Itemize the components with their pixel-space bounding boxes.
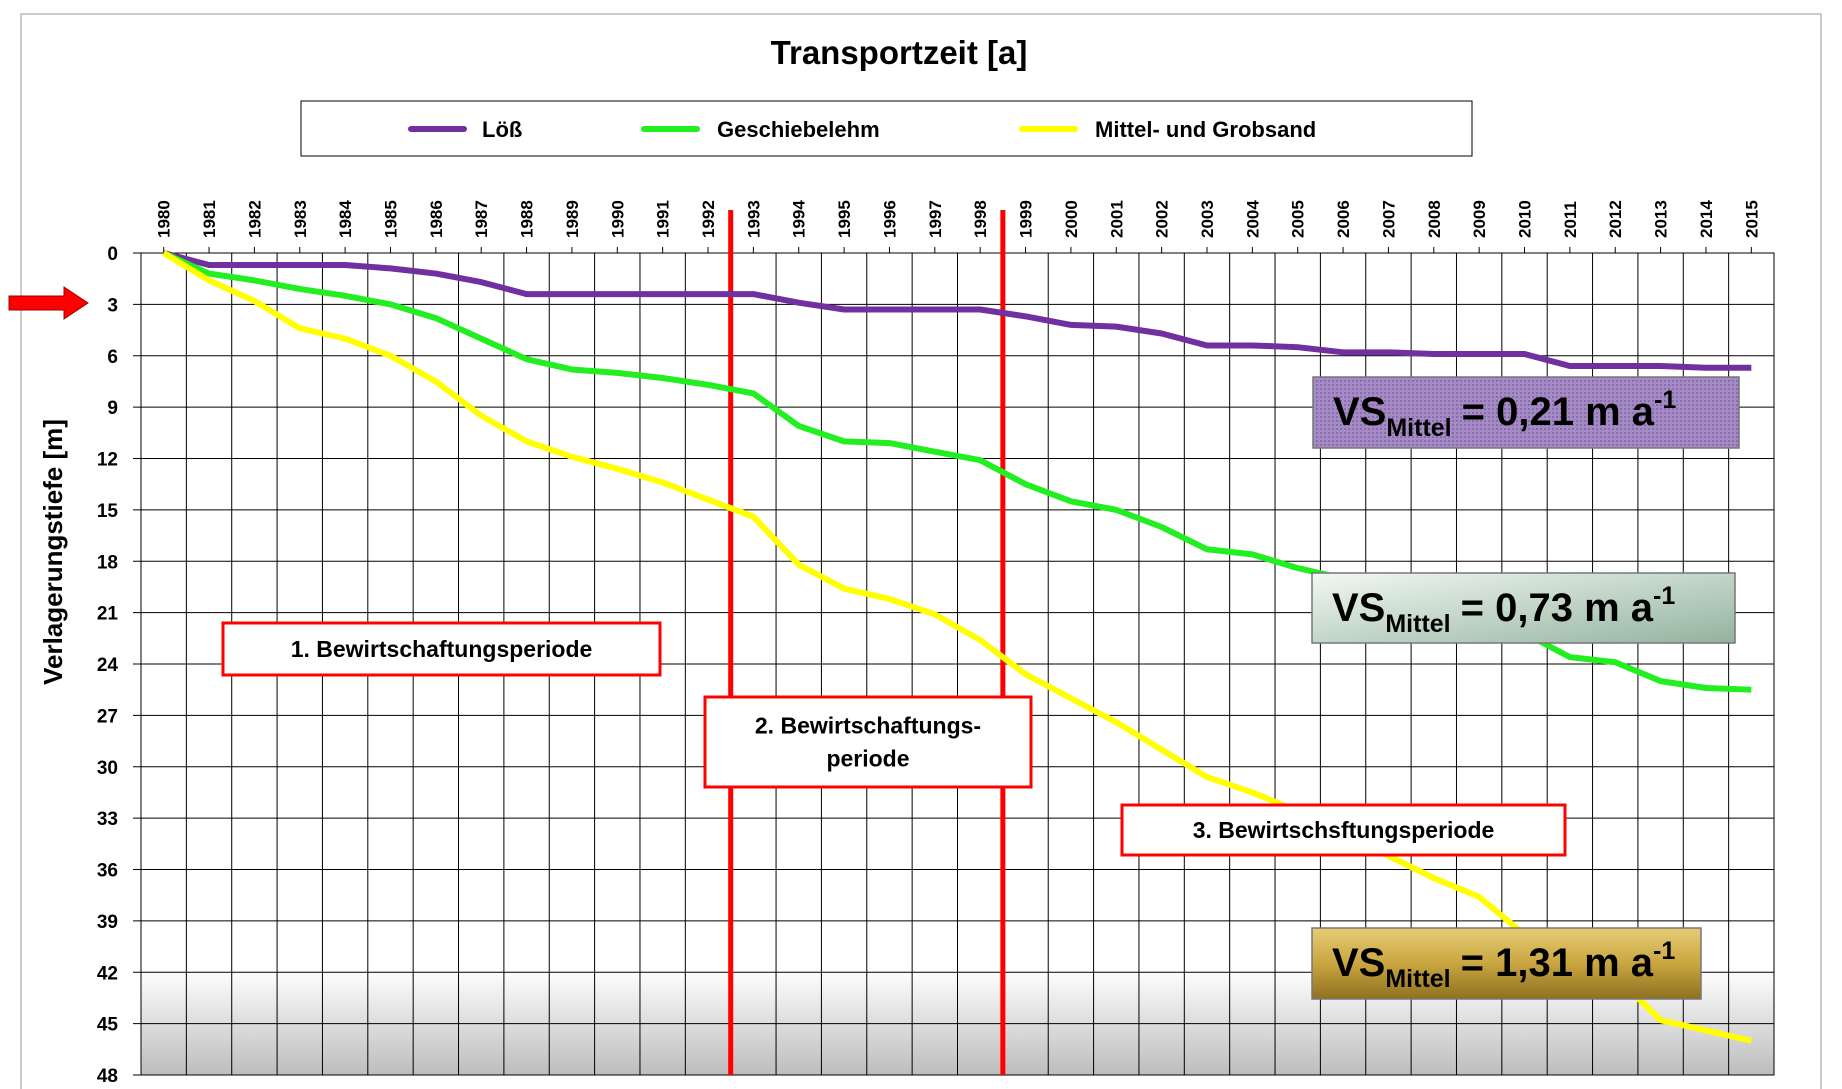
- x-tick-label: 2002: [1153, 200, 1172, 238]
- x-tick-label: 1996: [880, 200, 899, 238]
- y-axis-label: Verlagerungstiefe [m]: [38, 419, 68, 685]
- x-tick-label: 1995: [835, 200, 854, 238]
- x-tick-label: 1984: [336, 200, 355, 238]
- x-tick-label: 1994: [790, 200, 809, 238]
- rate-label: VSMittel = 0,21 m a-1: [1333, 386, 1676, 442]
- y-tick-label: 27: [97, 706, 118, 727]
- x-tick-label: 2011: [1561, 201, 1580, 238]
- legend-box: [300, 100, 1473, 157]
- annotations: 1. Bewirtschaftungsperiode 2. Bewirtschaf…: [221, 376, 1740, 1000]
- period-label: periode: [826, 746, 909, 772]
- period-box: [703, 695, 1033, 789]
- rate-main: VS: [1333, 390, 1386, 434]
- rate-box: [1311, 572, 1736, 644]
- y-tick-label: 12: [97, 450, 118, 471]
- rate-sup: -1: [1653, 582, 1675, 610]
- y-tick-label: 48: [97, 1066, 118, 1087]
- x-tick-label: 2009: [1470, 200, 1489, 238]
- period-box: [1120, 803, 1567, 857]
- x-tick-label: 2005: [1289, 200, 1308, 238]
- y-tick-label: 45: [97, 1015, 119, 1036]
- x-tick-label: 2003: [1198, 200, 1217, 238]
- x-tick-label: 1981: [200, 200, 219, 238]
- rate-sup: -1: [1653, 937, 1675, 965]
- x-tick-label: 1990: [608, 200, 627, 238]
- y-tick-label: 0: [107, 244, 118, 265]
- period-label: 3. Bewirtschsftungsperiode: [1193, 817, 1495, 843]
- rate-main: VS: [1332, 941, 1385, 985]
- series-line: [162, 250, 1752, 1044]
- period-box: [221, 621, 662, 677]
- x-tick-label: 2010: [1516, 200, 1535, 238]
- y-tick-label: 18: [97, 552, 118, 573]
- rate-box: [1311, 927, 1702, 1000]
- x-tick-label: 1988: [518, 200, 537, 238]
- rate-label: VSMittel = 1,31 m a-1: [1332, 937, 1675, 993]
- rate-sub: Mittel: [1386, 414, 1451, 442]
- y-tick-label: 21: [97, 604, 119, 625]
- period-label: 2. Bewirtschaftungs-: [755, 713, 981, 739]
- legend-label: Geschiebelehm: [717, 117, 880, 142]
- x-tick-label: 2006: [1334, 200, 1353, 238]
- series-line: [162, 250, 1752, 371]
- y-tick-label: 39: [97, 912, 118, 933]
- rate-sub: Mittel: [1385, 610, 1450, 638]
- arrow: [8, 286, 89, 320]
- x-tick-label: 2013: [1652, 200, 1671, 238]
- x-tick-label: 1991: [654, 200, 673, 238]
- x-tick-label: 1980: [155, 200, 174, 238]
- legend: Löß Geschiebelehm Mittel- und Grobsand: [408, 117, 1316, 142]
- y-tick-label: 33: [97, 809, 118, 830]
- x-tick-label: 1982: [245, 200, 264, 238]
- x-tick-label: 1987: [472, 200, 491, 238]
- x-tick-label: 2000: [1062, 200, 1081, 238]
- x-tick-label: 2012: [1606, 200, 1625, 238]
- x-tick-label: 2015: [1742, 200, 1761, 238]
- x-tick-label: 2004: [1243, 200, 1262, 238]
- x-tick-label: 2008: [1425, 200, 1444, 238]
- y-tick-label: 30: [97, 758, 118, 779]
- y-tick-label: 3: [107, 295, 118, 316]
- x-tick-label: 2014: [1697, 200, 1716, 238]
- y-tick-label: 36: [97, 861, 118, 882]
- rate-label: VSMittel = 0,73 m a-1: [1332, 582, 1675, 638]
- rate-text: = 0,73 m a: [1461, 586, 1654, 630]
- legend-label: Mittel- und Grobsand: [1095, 117, 1316, 142]
- y-tick-label: 24: [97, 655, 119, 676]
- rate-main: VS: [1332, 586, 1385, 630]
- rate-text: = 1,31 m a: [1461, 941, 1654, 985]
- plot-frame: [140, 252, 1775, 1076]
- x-tick-label: 1992: [699, 200, 718, 238]
- rate-box: [1312, 376, 1740, 449]
- legend-label: Löß: [482, 117, 522, 142]
- rate-sup: -1: [1654, 386, 1676, 414]
- chart-title: Transportzeit [a]: [771, 34, 1028, 71]
- period-label: 1. Bewirtschaftungsperiode: [291, 636, 593, 662]
- rate-sub: Mittel: [1385, 965, 1450, 993]
- chart-frame: [20, 13, 1822, 1089]
- x-tick-label: 1993: [744, 200, 763, 238]
- lines: [162, 210, 1752, 1075]
- y-tick-label: 6: [107, 347, 118, 368]
- x-tick-label: 1989: [563, 200, 582, 238]
- x-tick-label: 1986: [427, 200, 446, 238]
- x-tick-label: 1998: [971, 200, 990, 238]
- x-tick-label: 2007: [1379, 200, 1398, 238]
- y-tick-label: 42: [97, 963, 118, 984]
- x-tick-label: 1983: [291, 200, 310, 238]
- x-tick-label: 1985: [381, 200, 400, 238]
- x-tick-label: 2001: [1107, 200, 1126, 238]
- y-tick-label: 9: [107, 398, 118, 419]
- y-tick-label: 15: [97, 501, 119, 522]
- x-tick-label: 1997: [926, 200, 945, 238]
- x-tick-label: 1999: [1017, 200, 1036, 238]
- rate-text: = 0,21 m a: [1462, 390, 1655, 434]
